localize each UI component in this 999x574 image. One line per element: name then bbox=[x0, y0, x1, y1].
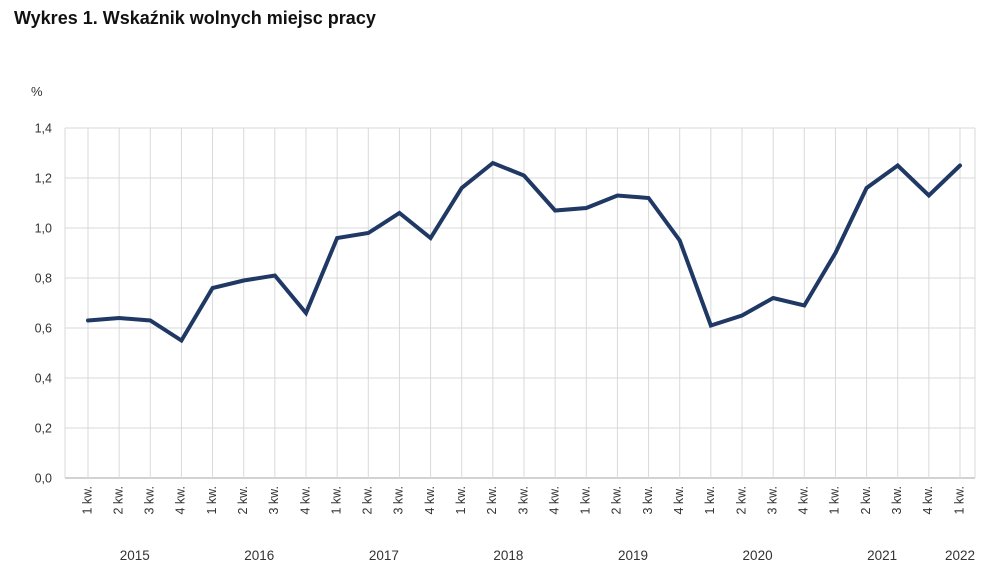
y-tick-label: 1,2 bbox=[35, 172, 52, 186]
x-quarter-label: 4 kw. bbox=[921, 486, 935, 515]
x-quarter-label: 2 kw. bbox=[485, 486, 499, 514]
x-quarter-label: 1 kw. bbox=[454, 486, 468, 515]
x-quarter-label: 2 kw. bbox=[361, 486, 375, 515]
x-quarter-label: 1 kw. bbox=[579, 486, 593, 515]
x-quarter-label: 2 kw. bbox=[610, 486, 624, 515]
x-year-label: 2018 bbox=[493, 548, 523, 563]
y-tick-label: 0,8 bbox=[35, 272, 52, 286]
x-quarter-label: 2 kw. bbox=[111, 486, 125, 515]
x-quarter-label: 3 kw. bbox=[641, 486, 655, 515]
x-year-label: 2019 bbox=[618, 548, 648, 563]
y-tick-label: 0,0 bbox=[35, 472, 52, 486]
y-tick-label: 1,4 bbox=[35, 122, 52, 136]
series-line bbox=[86, 160, 962, 344]
x-quarter-label: 1 kw. bbox=[329, 486, 343, 515]
x-quarter-label: 3 kw. bbox=[890, 486, 904, 515]
x-quarter-label: 1 kw. bbox=[80, 486, 94, 515]
x-year-label: 2020 bbox=[743, 548, 773, 563]
chart-title: Wykres 1. Wskaźnik wolnych miejsc pracy bbox=[14, 8, 376, 28]
x-quarter-label: 4 kw. bbox=[174, 486, 188, 515]
x-quarter-label: 3 kw. bbox=[765, 486, 779, 515]
x-quarter-label: 1 kw. bbox=[205, 486, 219, 515]
x-quarter-label: 4 kw. bbox=[547, 486, 561, 515]
x-quarter-label: 1 kw. bbox=[703, 486, 717, 515]
x-year-label: 2017 bbox=[369, 548, 399, 563]
x-quarter-label: 3 kw. bbox=[516, 486, 530, 515]
y-tick-label: 0,4 bbox=[35, 372, 52, 386]
x-year-label: 2021 bbox=[867, 548, 897, 563]
x-quarter-label: 3 kw. bbox=[392, 486, 406, 515]
x-year-label: 2016 bbox=[244, 548, 274, 563]
x-quarter-label: 1 kw. bbox=[952, 486, 966, 515]
x-quarter-label: 4 kw. bbox=[672, 486, 686, 515]
x-quarter-label: 4 kw. bbox=[298, 486, 312, 515]
x-quarter-label: 4 kw. bbox=[423, 486, 437, 515]
y-axis-unit-label: % bbox=[31, 84, 43, 99]
x-quarter-label: 1 kw. bbox=[828, 486, 842, 515]
x-quarter-label: 2 kw. bbox=[734, 486, 748, 515]
x-quarter-label: 2 kw. bbox=[236, 486, 250, 515]
x-quarter-label: 3 kw. bbox=[143, 486, 157, 515]
x-quarter-label: 3 kw. bbox=[267, 486, 281, 515]
x-quarter-label: 2 kw. bbox=[859, 486, 873, 515]
y-tick-label: 1,0 bbox=[35, 222, 52, 236]
y-tick-label: 0,2 bbox=[35, 422, 52, 436]
x-year-label: 2015 bbox=[120, 548, 150, 563]
x-year-label: 2022 bbox=[945, 548, 975, 563]
x-quarter-label: 4 kw. bbox=[797, 486, 811, 515]
y-tick-label: 0,6 bbox=[35, 322, 52, 336]
